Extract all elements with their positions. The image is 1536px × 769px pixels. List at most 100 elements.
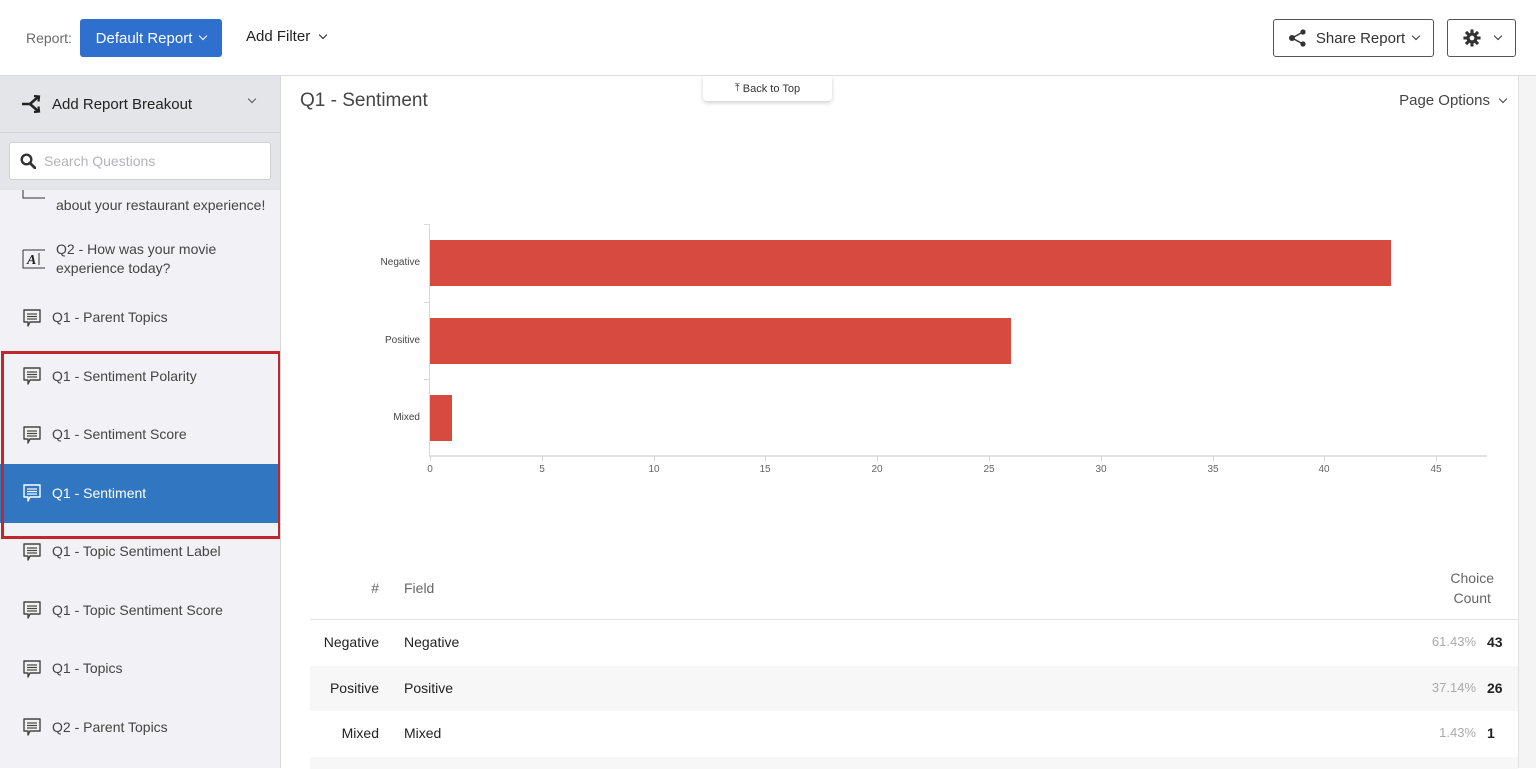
chevron-down-icon [318,30,328,39]
x-tick [765,456,766,461]
x-tick [1436,456,1437,461]
search-icon [20,153,36,169]
question-label: Q1 - Parent Topics [52,309,168,326]
cell-num: Negative [323,634,379,650]
comment-icon [23,426,41,444]
cell-percent: 1.43% [1439,725,1476,740]
cell-percent: 37.14% [1431,679,1476,695]
x-axis [429,455,1487,457]
gear-icon [1462,29,1481,47]
question-item[interactable]: Q1 - Topic Sentiment Score [0,581,280,640]
question-label: Q1 - Sentiment Polarity [52,367,197,384]
y-label: Mixed [393,412,420,423]
page-options-label: Page Options [1399,92,1490,109]
question-label: Q2 - How was your movie experience today… [56,241,217,277]
search-box[interactable] [9,142,271,180]
page-options-button[interactable]: Page Options [1399,92,1508,109]
svg-text:A: A [26,253,36,268]
report-label: Report: [26,30,72,46]
report-select-button[interactable]: Default Report [80,19,222,57]
question-item[interactable]: Q1 - Sentiment Polarity [0,347,280,406]
arrow-up-to-line-icon: ⤒ [734,82,740,94]
table-header: # Field Choice Count [310,566,1518,620]
search-questions-input[interactable] [44,153,254,169]
header-choice-count: Choice Count [1450,568,1494,608]
table-row-partial [310,756,1518,769]
add-report-breakout-button[interactable]: Add Report Breakout [0,76,280,133]
question-item[interactable]: about your restaurant experience! [0,190,280,230]
question-label: Q2 - Parent Topics [52,718,168,735]
x-label: 15 [759,464,771,475]
question-item[interactable]: Q1 - Topic Sentiment Label [0,523,280,582]
question-item[interactable]: Q2 - Parent Topics [0,698,280,757]
comment-icon [23,601,41,619]
question-list: about your restaurant experience! A Q2 -… [0,190,280,757]
x-label: 40 [1318,464,1330,475]
x-label: 35 [1207,464,1219,475]
comment-icon [23,309,41,327]
settings-button[interactable] [1447,19,1516,57]
question-item[interactable]: Q1 - Sentiment Score [0,406,280,465]
bar-negative[interactable] [430,240,1391,286]
question-label: Q1 - Sentiment [52,484,147,501]
comment-icon [23,543,41,561]
add-filter-label: Add Filter [246,28,311,45]
y-tick [424,379,430,380]
header-num: # [371,580,379,596]
question-sidebar: Add Report Breakout about your restauran… [0,76,281,768]
results-table: # Field Choice Count Negative Negative 6… [310,566,1518,769]
main-panel: Q1 - Sentiment ⤒ Back to Top Page Option… [282,76,1518,769]
x-label: 10 [648,464,660,475]
x-tick [430,456,431,461]
question-label: about your restaurant experience! [56,197,266,213]
x-label: 0 [427,464,433,475]
cell-num: Positive [329,679,379,696]
question-item-selected[interactable]: Q1 - Sentiment [0,464,280,523]
back-to-top-button[interactable]: ⤒ Back to Top [703,76,832,101]
page-title: Q1 - Sentiment [300,90,428,111]
add-filter-button[interactable]: Add Filter [246,28,328,45]
header-field: Field [404,580,435,596]
scrollbar-track[interactable] [1518,76,1536,768]
header-count-line2: Count [1453,590,1491,606]
cell-field: Mixed [404,725,442,741]
share-icon [1288,29,1306,47]
chevron-down-icon [1411,31,1421,41]
x-tick [877,456,878,461]
x-tick [1101,456,1102,461]
y-tick [424,224,430,225]
text-entry-icon [22,190,45,199]
question-item[interactable]: Q1 - Topics [0,640,280,699]
chevron-down-icon [247,94,257,104]
bar-positive[interactable] [430,318,1011,364]
cell-count: 1 [1487,725,1495,741]
search-container [0,133,280,190]
x-tick [1324,456,1325,461]
back-to-top-label: Back to Top [742,82,801,95]
x-label: 5 [539,464,545,475]
comment-icon [23,660,41,678]
comment-icon [23,367,41,385]
question-label: Q1 - Sentiment Score [52,426,187,443]
share-report-button[interactable]: Share Report [1273,19,1434,57]
question-item[interactable]: A Q2 - How was your movie experience tod… [0,230,280,289]
cell-field: Positive [404,679,454,696]
bar-mixed[interactable] [430,395,452,441]
question-item[interactable]: Q1 - Parent Topics [0,289,280,348]
x-tick [542,456,543,461]
y-axis [429,224,430,456]
x-tick [1213,456,1214,461]
comment-icon [23,718,41,736]
x-label: 30 [1095,464,1107,475]
cell-count: 43 [1487,634,1503,650]
share-report-label: Share Report [1315,29,1406,47]
breakout-label: Add Report Breakout [52,95,193,113]
question-label: Q1 - Topic Sentiment Score [52,601,223,618]
table-row: Negative Negative 61.43% 43 [310,620,1518,666]
x-tick [989,456,990,461]
comment-icon [23,484,41,502]
chevron-down-icon [199,31,208,41]
cell-field: Negative [404,634,460,650]
report-select-label: Default Report [95,29,193,47]
breakout-icon [22,94,41,114]
